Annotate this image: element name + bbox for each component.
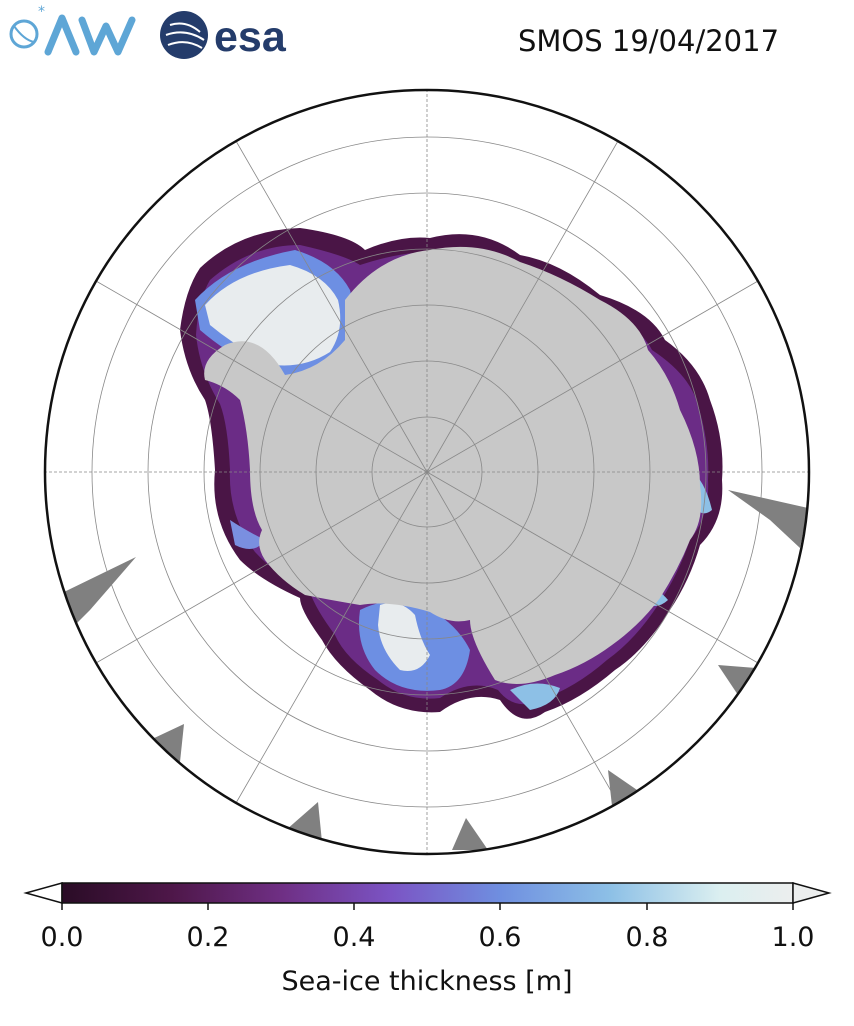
awi-logo: * bbox=[9, 4, 136, 56]
svg-text:*: * bbox=[38, 4, 45, 20]
sea-ice-map bbox=[43, 88, 811, 856]
antarctica-land bbox=[204, 246, 702, 684]
colorbar-tick: 0.2 bbox=[186, 922, 230, 953]
map-title: SMOS 19/04/2017 bbox=[518, 24, 780, 58]
logo-bar: * esa bbox=[9, 4, 287, 61]
colorbar-max-extension bbox=[792, 882, 832, 904]
colorbar-tick: 1.0 bbox=[771, 922, 815, 953]
svg-text:esa: esa bbox=[214, 13, 287, 61]
esa-logo: esa bbox=[160, 11, 287, 61]
map-boundary bbox=[43, 88, 811, 856]
colorbar-gradient bbox=[61, 882, 794, 904]
colorbar bbox=[23, 882, 832, 910]
colorbar-tick: 0.6 bbox=[478, 922, 522, 953]
colorbar-label: Sea-ice thickness [m] bbox=[281, 966, 573, 997]
colorbar-tick: 0.4 bbox=[332, 922, 376, 953]
colorbar-min-extension bbox=[23, 882, 63, 904]
colorbar-tick: 0.8 bbox=[625, 922, 669, 953]
colorbar-tick: 0.0 bbox=[40, 922, 84, 953]
graticule bbox=[45, 90, 809, 854]
